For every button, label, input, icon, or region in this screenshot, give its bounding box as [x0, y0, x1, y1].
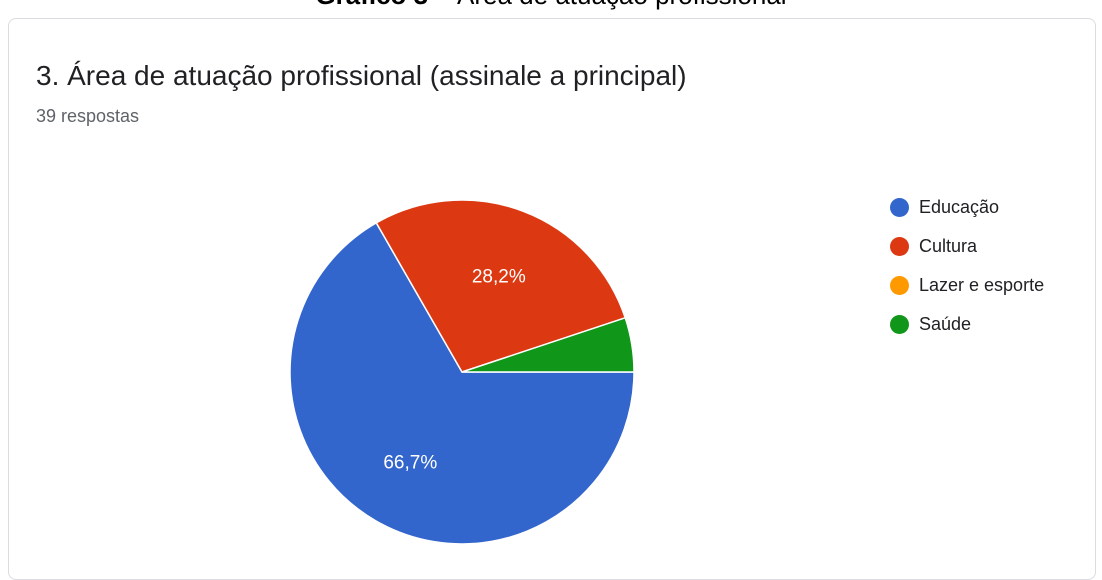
- legend-swatch: [890, 314, 909, 334]
- legend-label: Lazer e esporte: [919, 274, 1045, 295]
- legend-item[interactable]: Cultura: [890, 231, 1044, 261]
- legend-item[interactable]: Lazer e esporte: [890, 270, 1044, 300]
- figure-caption-text: – Área de atuação profissional: [428, 0, 786, 10]
- pie-chart: 66,7% 28,2%: [289, 199, 635, 545]
- legend-swatch: [890, 275, 909, 295]
- pie-slice-cultura[interactable]: [375, 199, 627, 373]
- pie-slice-educação[interactable]: [289, 221, 635, 545]
- response-count: 39 respostas: [36, 106, 140, 126]
- figure-caption-number: Gráfico 3: [315, 0, 428, 10]
- legend-label: Cultura: [919, 235, 978, 256]
- legend-label: Saúde: [919, 313, 972, 334]
- figure-caption: Gráfico 3 – Área de atuação profissional: [0, 0, 1102, 11]
- legend-item[interactable]: Saúde: [890, 309, 1044, 339]
- pie-slice-saúde[interactable]: [461, 316, 635, 373]
- chart-legend: Educação Cultura Lazer e esporte Saúde: [890, 192, 1044, 348]
- legend-label: Educação: [919, 196, 1000, 217]
- legend-swatch: [890, 197, 909, 217]
- question-title: 3. Área de atuação profissional (assinal…: [36, 60, 687, 91]
- legend-swatch: [890, 236, 909, 256]
- pie-slice-label: 28,2%: [472, 267, 526, 288]
- pie-slice-label: 66,7%: [383, 452, 437, 473]
- legend-item[interactable]: Educação: [890, 192, 1044, 222]
